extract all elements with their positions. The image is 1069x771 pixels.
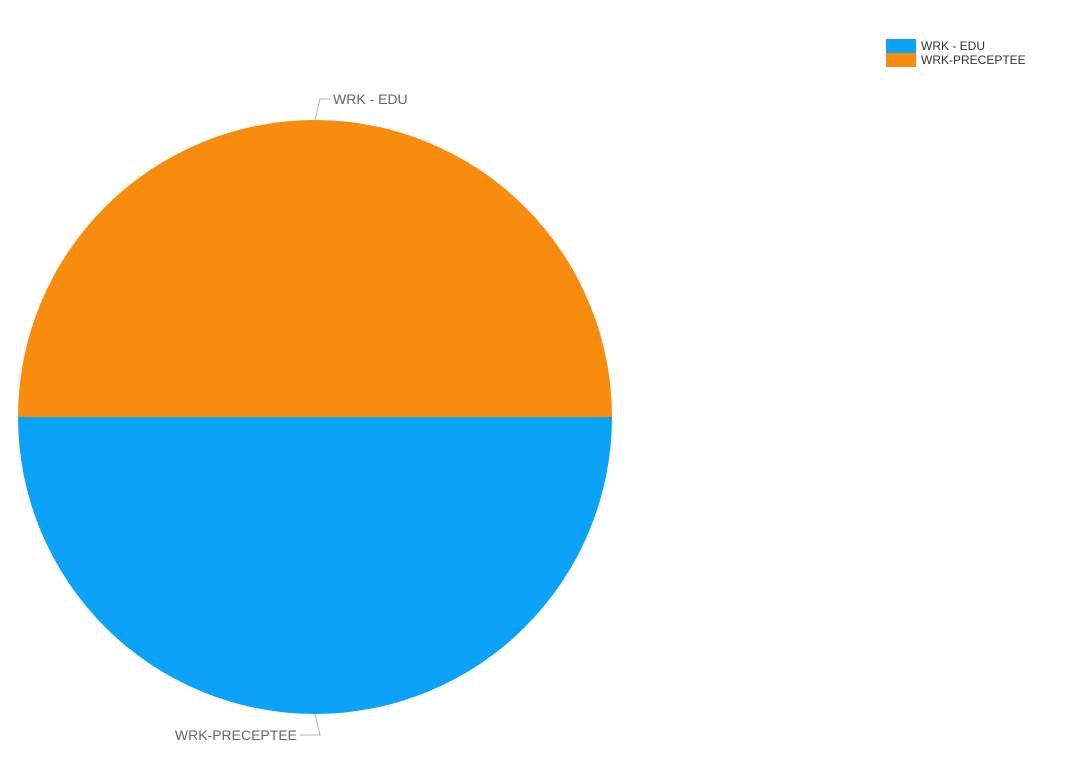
chart-legend: WRK - EDU WRK-PRECEPTEE xyxy=(886,39,1026,67)
legend-item[interactable]: WRK - EDU xyxy=(886,39,1026,53)
pie-slices xyxy=(18,120,612,714)
pie-slice[interactable] xyxy=(18,417,612,714)
pie-leader-lines xyxy=(300,98,330,736)
pie-slice[interactable] xyxy=(18,120,612,417)
pie-leader-line xyxy=(300,713,321,736)
pie-slice-label: WRK - EDU xyxy=(333,91,408,107)
pie-slice-label: WRK-PRECEPTEE xyxy=(175,727,297,743)
legend-swatch xyxy=(886,53,916,67)
legend-label: WRK - EDU xyxy=(921,39,985,53)
legend-swatch xyxy=(886,39,916,53)
legend-item[interactable]: WRK-PRECEPTEE xyxy=(886,53,1026,67)
pie-slice-labels: WRK - EDU WRK-PRECEPTEE xyxy=(175,91,408,743)
pie-leader-line xyxy=(314,98,330,121)
legend-label: WRK-PRECEPTEE xyxy=(921,53,1026,67)
